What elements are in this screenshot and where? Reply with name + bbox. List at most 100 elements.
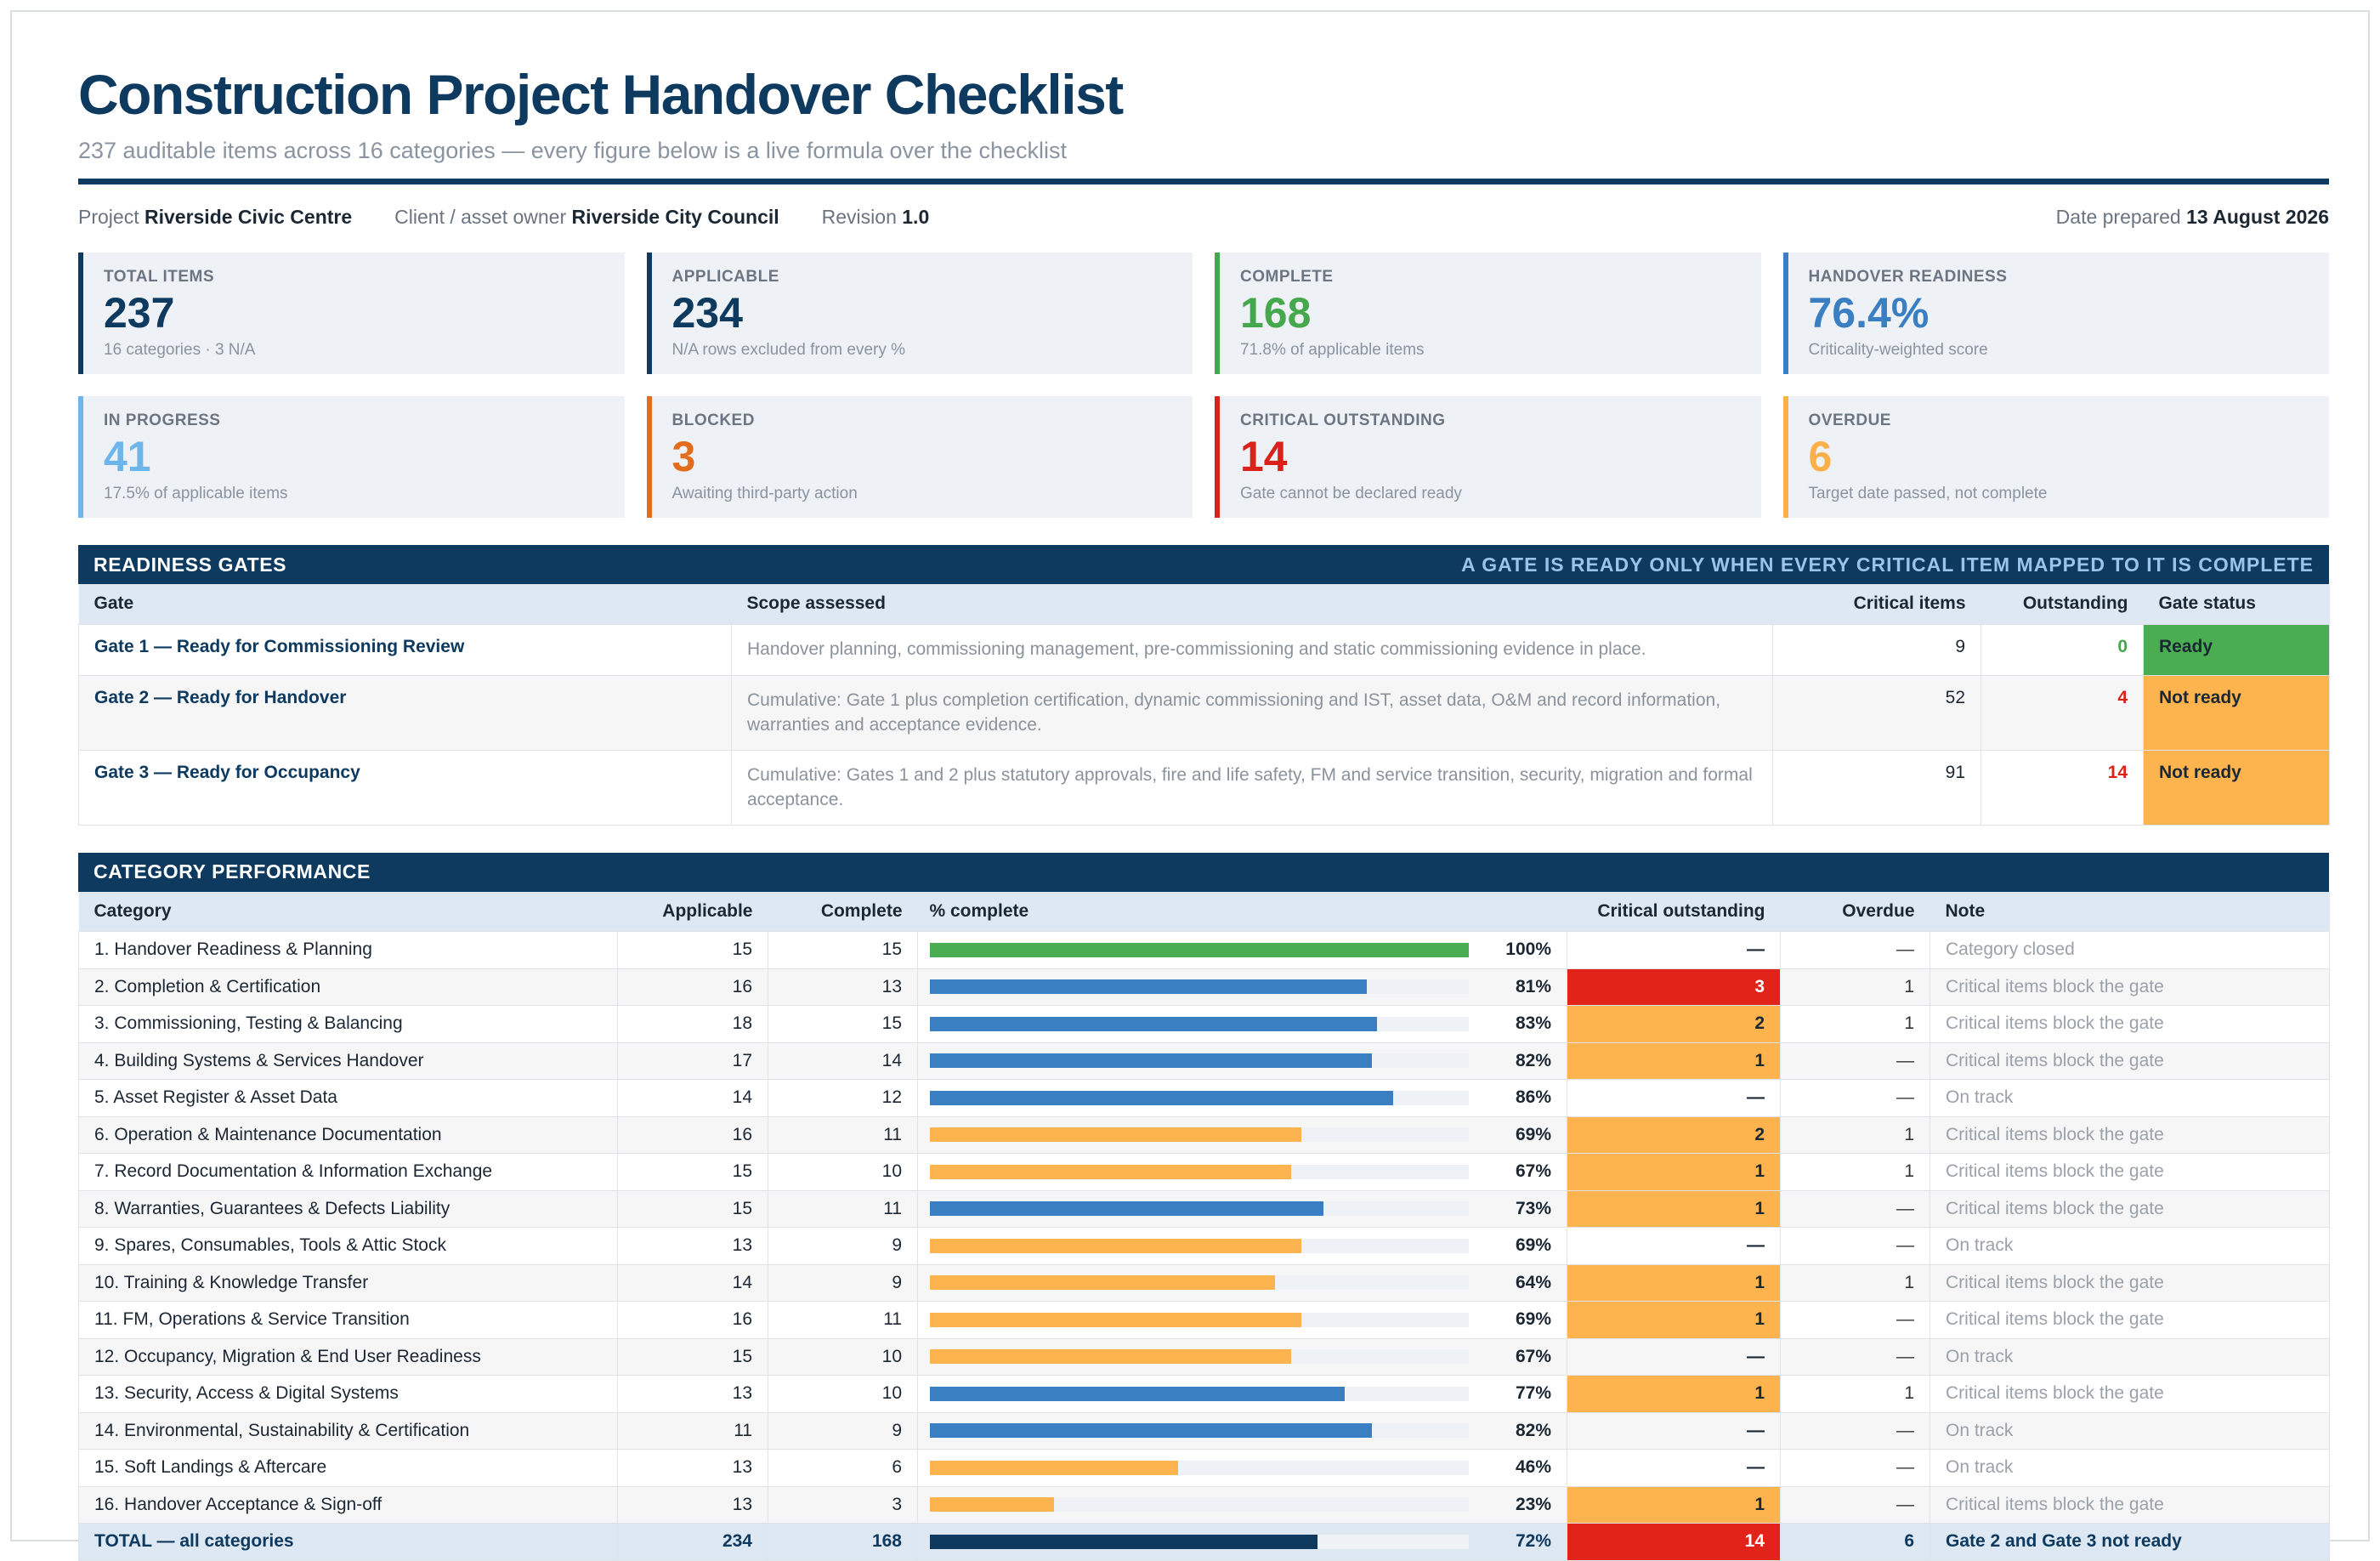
cats-header-row: Category Applicable Complete % complete … (78, 891, 2330, 932)
category-name: 14. Environmental, Sustainability & Cert… (78, 1411, 618, 1450)
pct-bar-wrap: 46% (930, 1457, 1551, 1478)
kpi-label: OVERDUE (1808, 412, 1891, 429)
category-complete: 14 (768, 1042, 918, 1080)
gate-status: Not ready (2143, 749, 2330, 826)
category-overdue: — (1780, 1411, 1930, 1450)
category-critical-outstanding: — (1567, 931, 1781, 969)
gate-critical-items: 52 (1772, 674, 1981, 751)
category-note: On track (1930, 1411, 2330, 1450)
category-note: Category closed (1930, 931, 2330, 969)
pct-label: 77% (1515, 1383, 1551, 1404)
kpi-value: 168 (1240, 289, 1312, 337)
pct-label: 69% (1515, 1124, 1551, 1144)
category-pct-cell: 83% (917, 1005, 1567, 1043)
pct-bar-track (930, 1349, 1469, 1365)
category-note: On track (1930, 1449, 2330, 1487)
meta-date: Date prepared 13 August 2026 (2056, 205, 2329, 229)
pct-bar-track (930, 1201, 1469, 1217)
category-overdue: — (1780, 1042, 1930, 1080)
pct-bar-wrap: 23% (930, 1495, 1551, 1515)
category-applicable: 11 (617, 1411, 768, 1450)
category-critical-outstanding: — (1567, 1449, 1781, 1487)
kpi-card-total-items: TOTAL ITEMS 237 16 categories · 3 N/A (78, 253, 625, 374)
gates-col-scope: Scope assessed (731, 584, 1773, 624)
category-note: On track (1930, 1337, 2330, 1376)
pct-bar-wrap: 69% (930, 1309, 1551, 1330)
category-critical-outstanding: 1 (1567, 1042, 1781, 1080)
pct-bar-wrap: 100% (930, 939, 1551, 960)
category-critical-outstanding: 2 (1567, 1005, 1781, 1043)
gates-col-status: Gate status (2143, 584, 2330, 624)
category-note: On track (1930, 1079, 2330, 1117)
pct-label: 69% (1515, 1309, 1551, 1330)
gates-header-row: Gate Scope assessed Critical items Outst… (78, 584, 2330, 624)
category-complete: 10 (768, 1153, 918, 1191)
category-applicable: 15 (617, 1337, 768, 1376)
gate-name: Gate 3 — Ready for Occupancy (78, 749, 732, 826)
kpi-value: 234 (672, 289, 743, 337)
category-name: 3. Commissioning, Testing & Balancing (78, 1005, 618, 1043)
cats-col-critical: Critical outstanding (1567, 891, 1781, 932)
kpi-subtext: N/A rows excluded from every % (672, 341, 906, 359)
pct-bar-fill (930, 1534, 1318, 1549)
cats-col-category: Category (78, 891, 618, 932)
gate-scope: Cumulative: Gate 1 plus completion certi… (731, 674, 1773, 751)
pct-bar-track (930, 1423, 1469, 1439)
page-subtitle: 237 auditable items across 16 categories… (78, 138, 1068, 163)
kpi-card-handover-readiness: HANDOVER READINESS 76.4% Criticality-weigh… (1782, 253, 2329, 374)
kpi-subtext: Awaiting third-party action (672, 485, 858, 502)
category-note: Critical items block the gate (1930, 1301, 2330, 1339)
category-critical-outstanding: — (1567, 1337, 1781, 1376)
readiness-gates-note: A GATE IS READY ONLY WHEN EVERY CRITICAL… (1461, 553, 2314, 576)
pct-bar-fill (930, 1312, 1302, 1327)
category-pct-cell: 100% (917, 931, 1567, 969)
kpi-label: APPLICABLE (672, 268, 779, 286)
pct-bar-fill (930, 942, 1469, 957)
pct-bar-track (930, 1016, 1469, 1031)
gates-col-gate: Gate (78, 584, 732, 624)
pct-bar-fill (930, 1016, 1378, 1031)
category-name: 15. Soft Landings & Aftercare (78, 1449, 618, 1487)
gate-outstanding: 14 (1980, 749, 2144, 826)
category-overdue: — (1780, 1079, 1930, 1117)
pct-bar-wrap: 69% (930, 1235, 1551, 1256)
category-note: Critical items block the gate (1930, 1042, 2330, 1080)
category-critical-outstanding: 1 (1567, 1263, 1781, 1302)
pct-bar-fill (930, 1201, 1323, 1217)
kpi-value: 14 (1240, 433, 1288, 480)
category-applicable: 234 (617, 1523, 768, 1561)
pct-bar-fill (930, 1164, 1291, 1179)
pct-bar-track (930, 1275, 1469, 1291)
category-row: 2. Completion & Certification 16 13 81% 3 1 Cr… (78, 968, 2330, 1006)
kpi-card-in-progress: IN PROGRESS 41 17.5% of applicable items (78, 396, 625, 518)
category-overdue: 1 (1780, 1115, 1930, 1154)
category-overdue: — (1780, 931, 1930, 969)
pct-label: 100% (1505, 939, 1551, 960)
kpi-subtext: 71.8% of applicable items (1240, 341, 1425, 359)
pct-bar-fill (930, 1460, 1178, 1475)
category-name: 4. Building Systems & Services Handover (78, 1042, 618, 1080)
category-pct-cell: 69% (917, 1227, 1567, 1265)
category-name: 6. Operation & Maintenance Documentation (78, 1115, 618, 1154)
pct-label: 82% (1515, 1050, 1551, 1070)
category-complete: 3 (768, 1485, 918, 1524)
category-overdue: — (1780, 1337, 1930, 1376)
category-performance-table: Category Applicable Complete % complete … (78, 891, 2330, 1561)
category-applicable: 16 (617, 1301, 768, 1339)
category-row: 8. Warranties, Guarantees & Defects Liab… (78, 1189, 2330, 1228)
category-critical-outstanding: 3 (1567, 968, 1781, 1006)
pct-bar-fill (930, 1090, 1394, 1105)
kpi-value: 76.4% (1808, 289, 1930, 337)
category-overdue: 1 (1780, 1263, 1930, 1302)
kpi-card-applicable: APPLICABLE 234 N/A rows excluded from ever… (646, 253, 1193, 374)
category-overdue: 6 (1780, 1523, 1930, 1561)
meta-client-label: Client / asset owner (394, 206, 567, 228)
category-name: 16. Handover Acceptance & Sign-off (78, 1485, 618, 1524)
category-critical-outstanding: 1 (1567, 1485, 1781, 1524)
pct-bar-fill (930, 1423, 1372, 1439)
category-note: Critical items block the gate (1930, 1189, 2330, 1228)
category-complete: 9 (768, 1263, 918, 1302)
pct-bar-wrap: 69% (930, 1125, 1551, 1145)
category-overdue: 1 (1780, 1153, 1930, 1191)
cats-col-applicable: Applicable (617, 891, 768, 932)
